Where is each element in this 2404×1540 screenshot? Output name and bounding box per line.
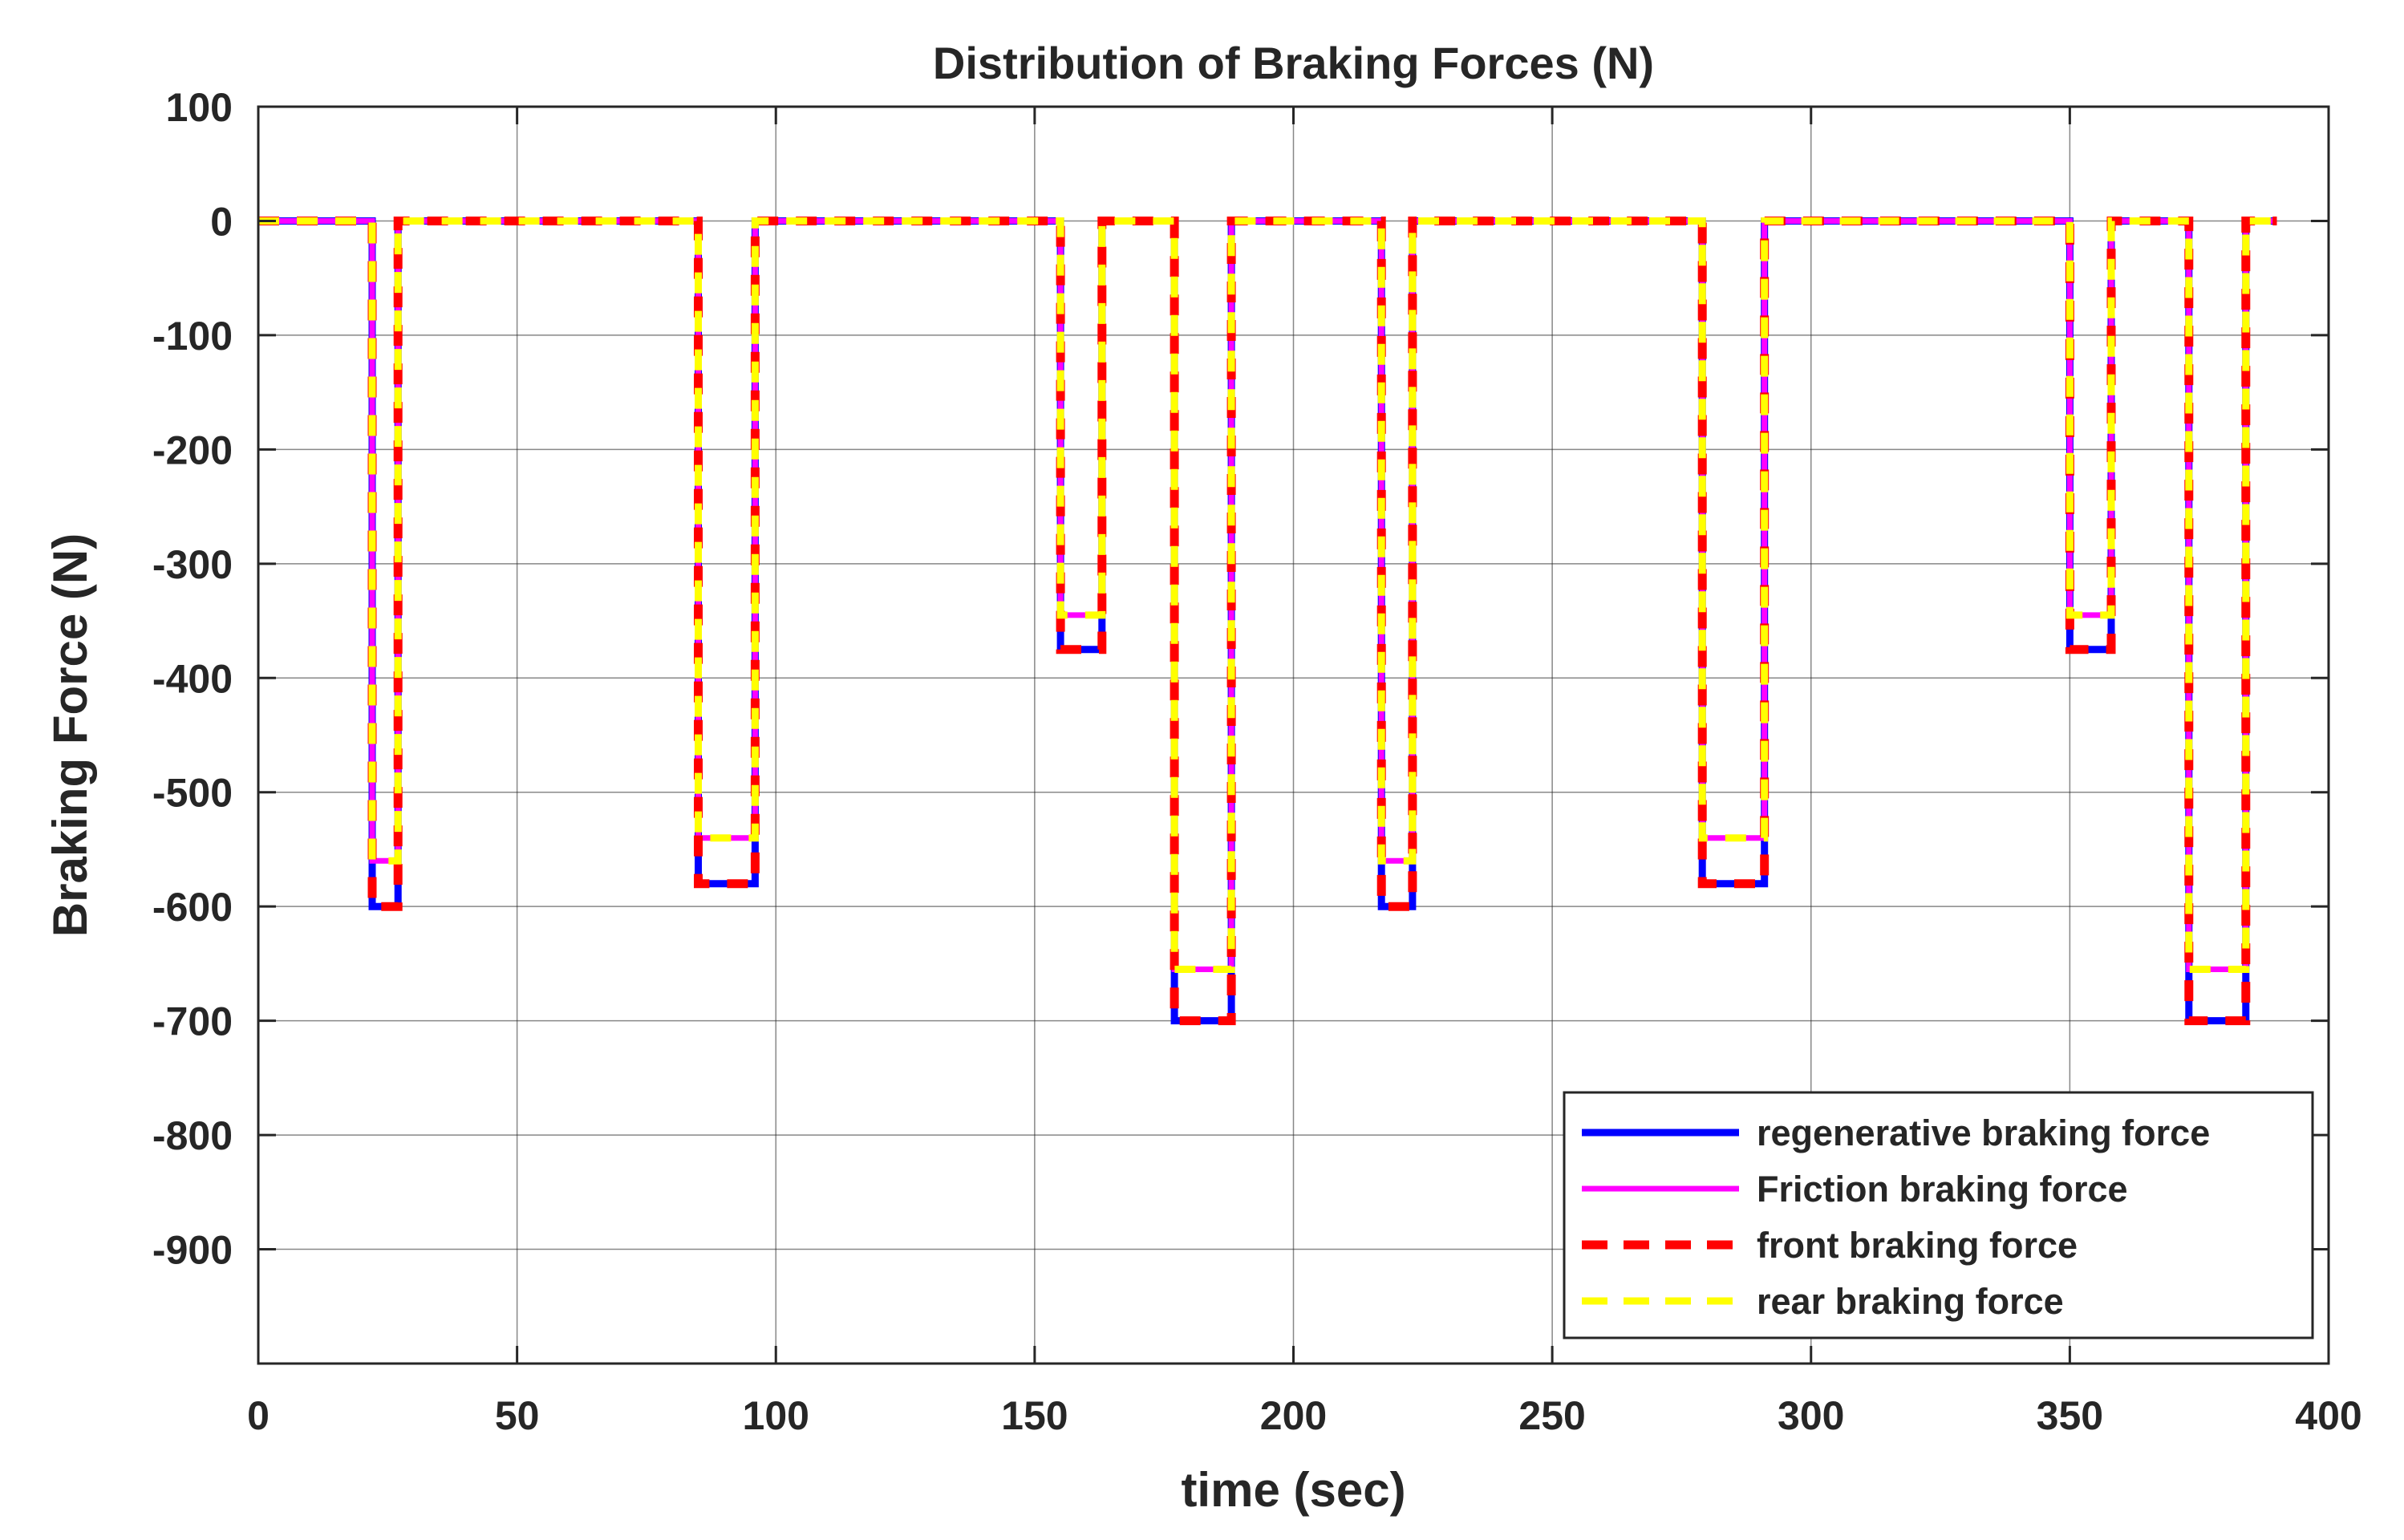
legend-label-4: rear braking force (1757, 1281, 2064, 1322)
y-tick-label: -600 (152, 885, 233, 930)
y-tick-label: -900 (152, 1228, 233, 1273)
x-tick-label: 200 (1260, 1393, 1327, 1438)
legend: regenerative braking force Friction braki… (1563, 1091, 2314, 1339)
legend-label-3: front braking force (1757, 1225, 2078, 1266)
x-tick-label: 400 (2295, 1393, 2361, 1438)
x-tick-label: 150 (1001, 1393, 1068, 1438)
x-tick-label: 300 (1778, 1393, 1844, 1438)
y-tick-label: -100 (152, 314, 233, 359)
x-tick-label: 250 (1518, 1393, 1585, 1438)
x-tick-label: 350 (2037, 1393, 2103, 1438)
y-axis-label: Braking Force (N) (43, 533, 97, 937)
x-tick-label: 0 (247, 1393, 270, 1438)
tick-layer: 0 50 100 150 200 250 300 350 400 100 0 -100 -200 -300… (152, 85, 2362, 1438)
series-line-3 (258, 217, 2277, 1026)
y-tick-label: 100 (166, 85, 233, 130)
series-layer (258, 217, 2277, 1026)
y-tick-label: -700 (152, 999, 233, 1044)
y-tick-label: -200 (152, 428, 233, 472)
series-line-4 (258, 217, 2277, 973)
y-tick-label: -300 (152, 542, 233, 587)
chart-title: Distribution of Braking Forces (N) (933, 38, 1654, 88)
x-tick-label: 50 (495, 1393, 540, 1438)
x-axis-label: time (sec) (1181, 1463, 1405, 1517)
y-tick-label: -500 (152, 771, 233, 816)
y-tick-label: -400 (152, 656, 233, 701)
x-tick-label: 100 (743, 1393, 809, 1438)
y-tick-label: -800 (152, 1113, 233, 1158)
legend-label-2: Friction braking force (1757, 1169, 2128, 1210)
y-tick-label: 0 (210, 199, 233, 244)
legend-label-1: regenerative braking force (1757, 1112, 2210, 1153)
